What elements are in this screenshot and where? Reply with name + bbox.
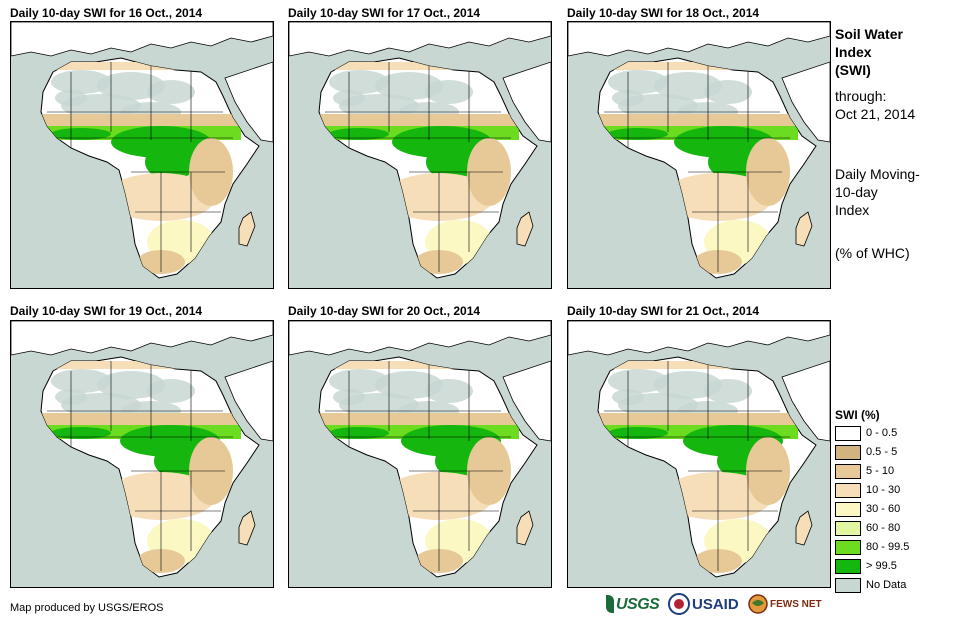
africa-map <box>568 321 830 578</box>
africa-map <box>568 22 830 279</box>
panel-title-6: Daily 10-day SWI for 21 Oct., 2014 <box>567 304 760 318</box>
map-panel-1 <box>10 21 274 289</box>
fews-logo-text: FEWS NET <box>770 599 822 610</box>
usgs-wave-icon <box>606 595 614 613</box>
legend-item: No Data <box>835 578 955 593</box>
through-label: through: <box>835 88 887 104</box>
usgs-logo: USGS <box>606 593 664 621</box>
legend-label: 0.5 - 5 <box>866 446 898 458</box>
legend-swatch <box>835 483 861 498</box>
legend-item: 60 - 80 <box>835 521 955 536</box>
usgs-logo-text: USGS <box>616 596 660 613</box>
legend-label: 10 - 30 <box>866 484 901 496</box>
legend-label: 80 - 99.5 <box>866 541 910 553</box>
fews-globe-icon <box>748 594 768 614</box>
legend-title: SWI (%) <box>835 408 880 422</box>
panel-title-4: Daily 10-day SWI for 19 Oct., 2014 <box>10 304 203 318</box>
legend-swatch <box>835 559 861 574</box>
legend-label: 30 - 60 <box>866 503 901 515</box>
map-panel-2 <box>288 21 552 289</box>
legend-swatch <box>835 464 861 479</box>
legend-swatch <box>835 521 861 536</box>
map-panel-5 <box>288 320 552 588</box>
unit-label: (% of WHC) <box>835 245 910 261</box>
africa-map <box>289 22 551 279</box>
usaid-logo-text: USAID <box>692 596 739 613</box>
legend-swatch <box>835 426 861 441</box>
desc-line1: Daily Moving- <box>835 166 920 182</box>
legend-swatch <box>835 445 861 460</box>
africa-map <box>11 22 273 279</box>
legend-item: 0.5 - 5 <box>835 445 955 460</box>
map-panel-3 <box>567 21 831 289</box>
africa-map <box>11 321 273 578</box>
map-panel-6 <box>567 320 831 588</box>
through-date: Oct 21, 2014 <box>835 106 916 122</box>
legend-label: > 99.5 <box>866 560 897 572</box>
legend-swatch <box>835 540 861 555</box>
legend-swatch <box>835 578 861 593</box>
desc-line2: 10-day <box>835 184 878 200</box>
map-panel-4 <box>10 320 274 588</box>
legend-swatch <box>835 502 861 517</box>
panel-title-3: Daily 10-day SWI for 18 Oct., 2014 <box>567 6 760 20</box>
us-seal-icon <box>668 593 690 615</box>
seal-logo <box>668 593 690 621</box>
africa-map <box>289 321 551 578</box>
legend-item: > 99.5 <box>835 559 955 574</box>
swi-title-line2: Index <box>835 44 872 60</box>
swi-title-line3: (SWI) <box>835 62 871 78</box>
fews-logo: FEWS NET <box>748 593 828 621</box>
legend-label: 5 - 10 <box>866 465 895 477</box>
swi-title-line1: Soil Water <box>835 26 903 42</box>
panel-title-2: Daily 10-day SWI for 17 Oct., 2014 <box>288 6 481 20</box>
legend-item: 0 - 0.5 <box>835 426 955 441</box>
panel-title-1: Daily 10-day SWI for 16 Oct., 2014 <box>10 6 203 20</box>
panel-title-5: Daily 10-day SWI for 20 Oct., 2014 <box>288 304 481 318</box>
usaid-logo: USAID <box>692 593 747 621</box>
legend-item: 80 - 99.5 <box>835 540 955 555</box>
legend-item: 30 - 60 <box>835 502 955 517</box>
legend-label: 60 - 80 <box>866 522 901 534</box>
swi-title: Soil Water Index (SWI) <box>835 25 903 79</box>
legend-item: 10 - 30 <box>835 483 955 498</box>
legend-label: No Data <box>866 579 907 591</box>
desc-line3: Index <box>835 202 870 218</box>
legend-item: 5 - 10 <box>835 464 955 479</box>
credit-text: Map produced by USGS/EROS <box>10 602 164 614</box>
legend-label: 0 - 0.5 <box>866 427 898 439</box>
